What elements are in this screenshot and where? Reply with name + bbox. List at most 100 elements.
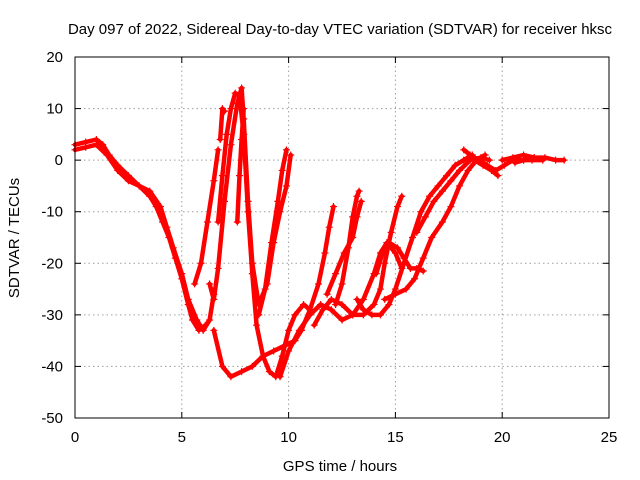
data-point-marker [357,197,365,205]
data-point-marker [171,254,179,262]
data-point-marker [460,156,468,164]
data-point-marker [381,295,389,303]
data-point-marker [509,154,517,162]
series-trace-8 [233,105,248,226]
series-line [235,106,246,225]
data-point-marker [319,306,327,314]
data-point-marker [82,143,90,151]
data-point-marker [206,280,214,288]
data-point-marker [238,368,246,376]
data-point-marker [447,177,455,185]
data-point-marker [216,136,224,144]
data-point-marker [394,244,402,252]
data-point-marker [103,151,111,159]
data-point-marker [372,270,380,278]
data-point-marker [248,362,256,370]
data-point-marker [92,141,100,149]
series-trace-6 [214,89,314,381]
data-point-marker [387,228,395,236]
data-point-marker [270,347,278,355]
data-point-marker [368,311,376,319]
data-point-marker [355,187,363,195]
data-point-marker [278,352,286,360]
series-trace-1 [71,136,218,334]
data-point-marker [470,156,478,164]
series-line [256,147,289,318]
data-point-marker [233,218,241,226]
data-point-marker [438,218,446,226]
series-trace-9 [255,146,290,319]
data-point-marker [99,141,107,149]
data-point-marker [210,326,218,334]
y-tick-label: -20 [41,255,63,272]
data-point-marker [511,159,519,167]
data-point-marker [438,187,446,195]
data-point-marker [430,197,438,205]
data-point-marker [391,290,399,298]
data-point-marker [238,136,246,144]
data-point-marker [282,182,290,190]
series-line [72,142,208,333]
data-point-marker [221,107,229,115]
x-tick-label: 10 [280,429,297,446]
data-point-marker [479,161,487,169]
data-point-marker [498,156,506,164]
data-point-marker [385,239,393,247]
data-point-marker [201,321,209,329]
data-point-marker [528,156,536,164]
data-point-marker [370,301,378,309]
data-point-marker [353,192,361,200]
data-point-marker [385,301,393,309]
data-point-marker [287,151,295,159]
series-trace-13 [332,187,363,309]
data-point-marker [327,306,335,314]
data-point-marker [268,239,276,247]
data-point-marker [282,146,290,154]
data-point-marker [376,285,384,293]
data-point-marker [227,105,235,113]
data-point-marker [159,218,167,226]
data-point-marker [421,213,429,221]
data-point-marker [203,218,211,226]
data-point-marker [413,228,421,236]
series-line [215,90,313,379]
data-point-marker [391,249,399,257]
data-point-marker [285,347,293,355]
data-point-marker [114,166,122,174]
data-point-marker [560,156,568,164]
data-point-marker [231,89,239,97]
data-point-marker [417,208,425,216]
data-point-marker [419,267,427,275]
data-point-marker [434,182,442,190]
data-point-marker [214,146,222,154]
data-point-marker [353,295,361,303]
data-point-marker [188,316,196,324]
y-tick-label: -10 [41,204,63,221]
data-point-marker [494,172,502,180]
data-point-marker [124,177,132,185]
data-point-marker [488,166,496,174]
data-point-marker [500,161,508,169]
data-point-marker [259,352,267,360]
data-point-marker [178,275,186,283]
series-trace-2 [71,141,209,334]
data-point-marker [402,285,410,293]
x-tick-label: 20 [494,429,511,446]
data-point-marker [240,105,248,113]
data-point-marker [323,290,331,298]
data-point-marker [398,192,406,200]
data-point-marker [455,182,463,190]
data-point-marker [400,254,408,262]
data-point-marker [327,295,335,303]
data-point-marker [300,301,308,309]
data-point-marker [455,166,463,174]
data-point-marker [214,264,222,272]
series-trace-14 [310,192,406,329]
x-tick-label: 5 [178,429,186,446]
data-point-marker [253,321,261,329]
data-point-marker [195,326,203,334]
data-point-marker [466,151,474,159]
data-point-marker [191,280,199,288]
y-tick-label: 10 [46,101,63,118]
